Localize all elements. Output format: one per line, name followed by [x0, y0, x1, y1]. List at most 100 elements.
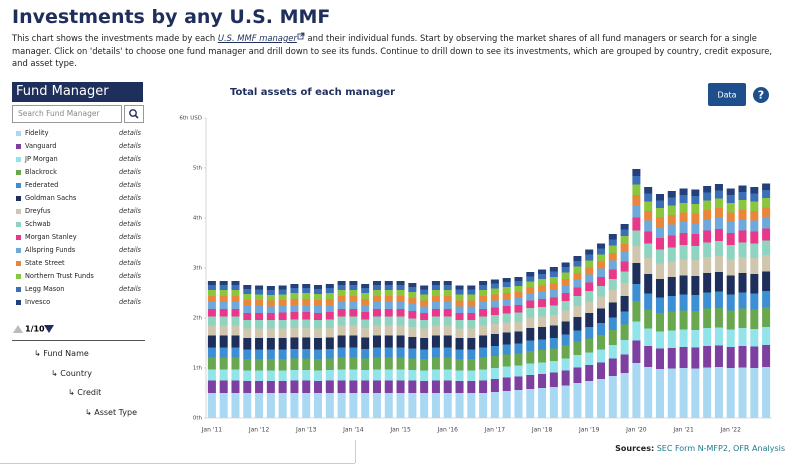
bar-segment: [278, 393, 287, 418]
bar-segment: [420, 328, 429, 338]
bar-segment: [691, 347, 700, 369]
bar-segment: [549, 290, 558, 298]
bar-segment: [608, 358, 617, 376]
next-page[interactable]: [44, 325, 54, 333]
legend-item[interactable]: Schwab details: [12, 218, 145, 231]
legend-item[interactable]: State Street details: [12, 257, 145, 270]
bar-segment: [514, 305, 523, 313]
bar-segment: [573, 341, 582, 355]
legend-item[interactable]: Legg Mason details: [12, 283, 145, 296]
legend-label: Schwab: [25, 220, 51, 228]
bar-segment: [667, 191, 676, 198]
bar-segment: [585, 381, 594, 418]
bar-segment: [655, 217, 664, 227]
bar-segment: [255, 370, 264, 381]
details-link[interactable]: details: [119, 181, 141, 189]
bar-segment: [514, 331, 523, 344]
bar-segment: [349, 380, 358, 393]
bar-segment: [420, 359, 429, 371]
x-tick-label: Jan '13: [295, 427, 317, 434]
bar-segment: [408, 358, 417, 370]
bar-segment: [337, 335, 346, 348]
bar-segment: [243, 289, 252, 294]
bar-segment: [526, 317, 535, 328]
bar-segment: [714, 229, 723, 241]
legend-item[interactable]: Morgan Stanley details: [12, 231, 145, 244]
sources-text: SEC Form N-MFP2, OFR Analysis: [657, 444, 785, 453]
bar-segment: [467, 285, 476, 290]
bar-segment: [538, 374, 547, 388]
details-link[interactable]: details: [119, 194, 141, 202]
data-button[interactable]: [708, 83, 746, 106]
bar-segment: [561, 370, 570, 386]
bar-segment: [302, 349, 311, 359]
bar-segment: [255, 359, 264, 371]
details-link[interactable]: details: [119, 207, 141, 215]
bar-segment: [714, 345, 723, 367]
details-link[interactable]: details: [119, 233, 141, 241]
bar-segment: [408, 292, 417, 298]
bar-segment: [243, 381, 252, 393]
legend-item[interactable]: Vanguard details: [12, 140, 145, 153]
details-link[interactable]: details: [119, 285, 141, 293]
legend-item[interactable]: Fidelity details: [12, 127, 145, 140]
bar-segment: [420, 393, 429, 418]
bar-segment: [703, 257, 712, 273]
bar-segment: [255, 294, 264, 300]
bar-segment: [549, 325, 558, 338]
details-link[interactable]: details: [119, 259, 141, 267]
legend-item[interactable]: Blackrock details: [12, 166, 145, 179]
bar-segment: [538, 316, 547, 327]
bar-segment: [290, 299, 299, 305]
divider: [12, 340, 145, 341]
bar-segment: [750, 368, 759, 418]
legend-item[interactable]: Allspring Funds details: [12, 244, 145, 257]
details-link[interactable]: details: [119, 298, 141, 306]
legend-item[interactable]: Dreyfus details: [12, 205, 145, 218]
bar-segment: [431, 347, 440, 358]
bar-segment: [762, 240, 771, 255]
details-link[interactable]: details: [119, 129, 141, 137]
bar-segment: [372, 393, 381, 418]
bar-segment: [325, 293, 334, 299]
bar-segment: [396, 325, 405, 336]
manager-link[interactable]: U.S. MMF manager: [217, 33, 297, 43]
bar-segment: [655, 348, 664, 369]
bar-segment: [302, 312, 311, 320]
details-link[interactable]: details: [119, 142, 141, 150]
legend-item[interactable]: Invesco details: [12, 296, 145, 309]
bar-segment: [597, 335, 606, 350]
bar-segment: [443, 290, 452, 296]
help-button[interactable]: [753, 87, 769, 103]
details-link[interactable]: details: [119, 168, 141, 176]
bar-segment: [384, 316, 393, 326]
bar-segment: [762, 255, 771, 272]
bar-segment: [549, 305, 558, 315]
legend-item[interactable]: Northern Trust Funds details: [12, 270, 145, 283]
bar-segment: [396, 302, 405, 309]
bar-segment: [443, 302, 452, 309]
details-link[interactable]: details: [119, 272, 141, 280]
legend-label: Northern Trust Funds: [25, 272, 94, 280]
bar-segment: [255, 313, 264, 320]
details-link[interactable]: details: [119, 246, 141, 254]
bar-segment: [231, 281, 240, 285]
bar-segment: [384, 380, 393, 393]
legend-label: Legg Mason: [25, 285, 65, 293]
search-button[interactable]: [124, 105, 144, 123]
bar-segment: [738, 200, 747, 210]
bar-segment: [231, 302, 240, 309]
legend-swatch: [16, 274, 21, 279]
bar-segment: [549, 372, 558, 387]
bar-segment: [561, 293, 570, 301]
details-link[interactable]: details: [119, 220, 141, 228]
legend-item[interactable]: JP Morgan details: [12, 153, 145, 166]
prev-page[interactable]: [13, 325, 23, 333]
search-input[interactable]: Search Fund Manager: [12, 105, 122, 123]
legend-item[interactable]: Goldman Sachs details: [12, 192, 145, 205]
bar-segment: [632, 217, 641, 231]
details-link[interactable]: details: [119, 155, 141, 163]
bar-segment: [325, 312, 334, 320]
bar-segment: [349, 325, 358, 336]
legend-item[interactable]: Federated details: [12, 179, 145, 192]
